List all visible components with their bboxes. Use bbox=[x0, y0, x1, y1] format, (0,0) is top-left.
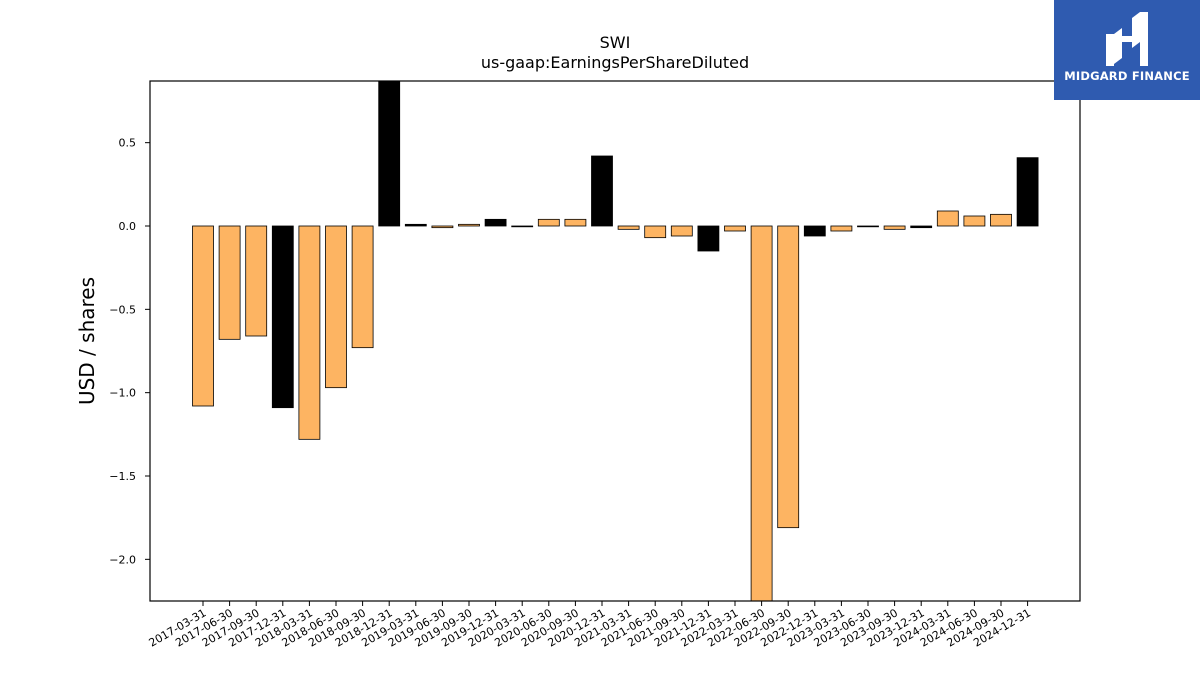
bar-2022-12-31 bbox=[803, 225, 826, 237]
bar-2019-12-31 bbox=[484, 218, 507, 227]
bar-2023-09-30 bbox=[883, 225, 906, 230]
bar-2018-06-30 bbox=[325, 225, 347, 389]
bar-2017-12-31 bbox=[271, 225, 294, 409]
y-tick-label: 0.5 bbox=[119, 137, 137, 150]
y-tick-label: −2.0 bbox=[109, 553, 136, 566]
bar-2023-06-30 bbox=[857, 225, 879, 228]
bar-2017-03-31 bbox=[192, 225, 214, 407]
bar-2020-06-30 bbox=[537, 218, 560, 227]
y-ticks: 0.5 0.0 −0.5 −1.0 −1.5 −2.0 bbox=[109, 137, 150, 566]
midgard-logo-icon bbox=[1106, 12, 1148, 66]
bar-2019-03-31 bbox=[404, 223, 427, 227]
bar-2020-09-30 bbox=[564, 218, 587, 227]
y-tick-label: −1.0 bbox=[109, 387, 136, 400]
bar-2021-12-31 bbox=[697, 225, 720, 252]
y-tick-label: 0.0 bbox=[119, 220, 137, 233]
brand-logo: MIDGARD FINANCE bbox=[1054, 0, 1200, 100]
y-tick-label: −1.5 bbox=[109, 470, 136, 483]
bar-2021-06-30 bbox=[644, 225, 667, 239]
bar-2018-03-31 bbox=[298, 225, 321, 440]
bar-2020-03-31 bbox=[511, 225, 534, 228]
brand-name: MIDGARD FINANCE bbox=[1064, 69, 1190, 83]
bar-2024-06-30 bbox=[963, 215, 986, 227]
bar-2023-12-31 bbox=[910, 225, 933, 229]
bar-2021-03-31 bbox=[617, 225, 640, 230]
bar-2022-06-30 bbox=[750, 225, 773, 602]
y-tick-label: −0.5 bbox=[109, 303, 136, 316]
bar-2023-03-31 bbox=[830, 225, 853, 232]
bar-2022-03-31 bbox=[724, 225, 746, 232]
bar-2024-03-31 bbox=[936, 210, 959, 227]
bar-2017-09-30 bbox=[245, 225, 268, 337]
chart-title: SWI bbox=[600, 33, 631, 52]
bar-2024-12-31 bbox=[1016, 157, 1039, 227]
bar-2019-09-30 bbox=[458, 223, 480, 227]
plot-frame bbox=[149, 80, 1081, 602]
bar-2018-09-30 bbox=[351, 225, 374, 349]
bar-2017-06-30 bbox=[218, 225, 241, 340]
x-ticks: 2017-03-312017-06-302017-09-302017-12-31… bbox=[147, 601, 1033, 650]
bar-2018-12-31 bbox=[378, 80, 401, 227]
bar-2024-09-30 bbox=[990, 213, 1012, 227]
chart-subtitle: us-gaap:EarningsPerShareDiluted bbox=[481, 53, 749, 72]
bars-group bbox=[192, 80, 1039, 602]
bar-2021-09-30 bbox=[670, 225, 693, 237]
bar-2020-12-31 bbox=[591, 155, 613, 227]
bar-2022-09-30 bbox=[777, 225, 800, 529]
bar-2019-06-30 bbox=[431, 225, 454, 229]
y-axis-label: USD / shares bbox=[75, 277, 99, 405]
